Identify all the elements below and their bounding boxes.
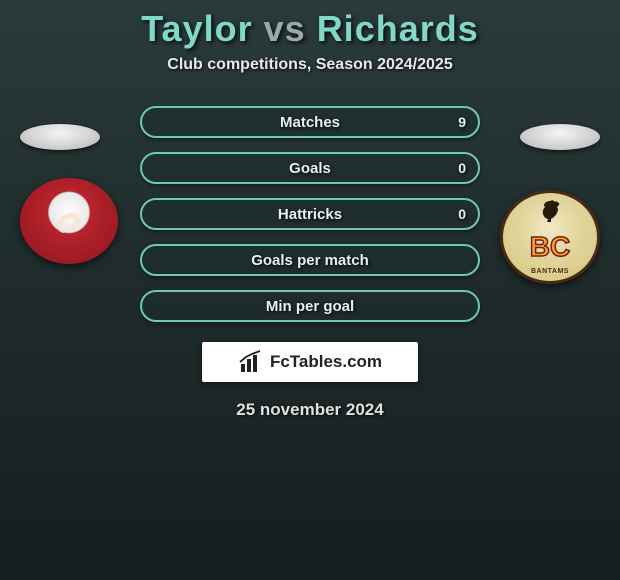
branding-text: FcTables.com [270,352,382,372]
stat-label: Min per goal [266,298,354,315]
snapshot-date: 25 november 2024 [0,400,620,420]
stat-label: Goals [289,160,331,177]
club-badge-left [20,178,118,264]
player1-name: Taylor [141,8,252,49]
stat-right-value: 0 [458,206,466,222]
shrimp-emblem-icon [49,201,89,241]
rooster-icon [537,199,563,229]
competition-subtitle: Club competitions, Season 2024/2025 [0,56,620,74]
stat-row-goals-per-match: Goals per match [140,244,480,276]
stat-right-value: 9 [458,114,466,130]
page-title: Taylor vs Richards [0,0,620,50]
stat-row-hattricks: Hattricks 0 [140,198,480,230]
stats-container: Matches 9 Goals 0 Hattricks 0 Goals per … [140,106,480,322]
stat-row-goals: Goals 0 [140,152,480,184]
stat-label: Matches [280,114,340,131]
club-badge-right: BC BANTAMS [500,190,600,284]
player2-avatar-placeholder [520,124,600,150]
player2-name: Richards [317,8,479,49]
stat-row-min-per-goal: Min per goal [140,290,480,322]
vs-text: vs [264,8,306,49]
club-ribbon-text: BANTAMS [531,268,569,275]
branding-badge: FcTables.com [202,342,418,382]
stat-row-matches: Matches 9 [140,106,480,138]
stat-label: Goals per match [251,252,369,269]
stat-label: Hattricks [278,206,342,223]
player1-avatar-placeholder [20,124,100,150]
bar-chart-icon [238,349,264,375]
stat-right-value: 0 [458,160,466,176]
club-initials: BC [530,231,570,263]
